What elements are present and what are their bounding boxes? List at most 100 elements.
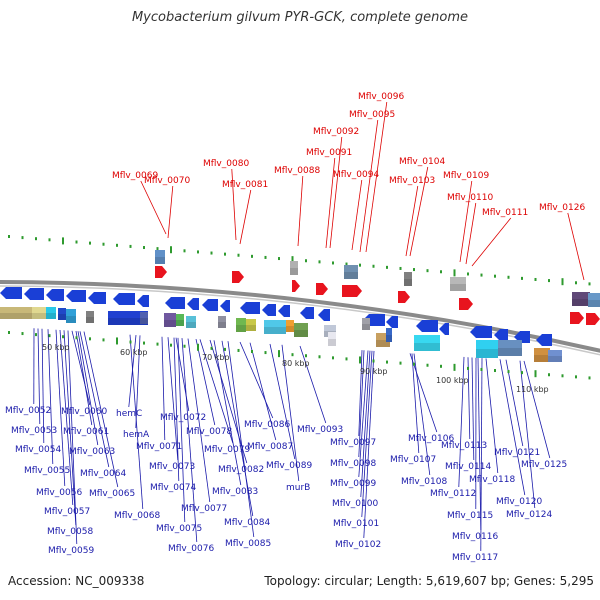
bottom-gene-label: Mflv_0102 [335, 540, 381, 550]
reverse-gene-arrow [240, 302, 260, 314]
scale-tick [156, 342, 159, 346]
scale-tick [102, 242, 105, 246]
gene-feature-block [66, 309, 76, 323]
scale-tick [210, 346, 213, 350]
bottom-label-leader [195, 338, 216, 426]
scale-tick [224, 252, 226, 256]
scale-tick [291, 353, 294, 357]
gene-feature-block [86, 311, 94, 323]
top-label-leader [351, 179, 363, 251]
bottom-label-leader [221, 340, 254, 517]
bottom-label-leader [77, 331, 99, 446]
gene-feature-block [548, 350, 562, 362]
bottom-gene-label: Mflv_0064 [80, 469, 126, 479]
forward-gene-arrow [570, 312, 584, 324]
scale-tick [75, 240, 78, 244]
scale-tick [332, 356, 334, 360]
bottom-gene-label: Mflv_0121 [494, 448, 540, 458]
top-label-leader [359, 119, 379, 253]
bottom-gene-label: Mflv_0068 [114, 511, 160, 521]
bottom-label-leader [79, 331, 110, 468]
gene-feature-shade [290, 268, 298, 275]
bottom-label-leader [361, 350, 373, 518]
bottom-gene-label: Mflv_0053 [11, 426, 57, 436]
gene-feature-shade [376, 340, 390, 347]
top-gene-label: Mflv_0103 [389, 176, 435, 186]
reverse-gene-arrow [0, 287, 22, 299]
gene-feature-block [186, 316, 196, 328]
scale-tick [305, 354, 307, 358]
bottom-gene-label: Mflv_0058 [47, 527, 93, 537]
bottom-label-leader [499, 359, 526, 496]
gene-feature-shade [140, 318, 148, 324]
top-label-leader [405, 185, 419, 257]
reverse-gene-arrow [187, 298, 199, 310]
gene-feature-shade [164, 320, 176, 327]
forward-gene-arrow [316, 283, 328, 295]
reverse-gene-arrow [416, 320, 438, 332]
bottom-label-leader [47, 329, 54, 465]
reverse-gene-arrow [137, 295, 149, 307]
reverse-gene-arrow [113, 293, 135, 305]
gene-feature-shade [294, 330, 308, 337]
topology-text: Topology: circular; Length: 5,619,607 bp… [264, 574, 594, 588]
scale-tick [8, 235, 10, 238]
bottom-label-leader [213, 340, 242, 486]
scale-tick [291, 256, 294, 264]
bottom-label-leader [209, 339, 248, 464]
top-label-leader [167, 185, 174, 239]
bottom-gene-label: Mflv_0100 [332, 499, 378, 509]
bottom-label-leader [523, 360, 551, 459]
bottom-gene-label: Mflv_0075 [156, 524, 202, 534]
scale-tick [332, 261, 334, 265]
top-gene-label: Mflv_0070 [144, 176, 190, 186]
scale-label: 90 kbp [360, 367, 388, 376]
scale-label: 80 kbp [282, 359, 310, 368]
scale-tick [507, 370, 510, 374]
scale-tick [35, 333, 37, 337]
bottom-label-leader [37, 328, 41, 425]
scale-tick [426, 363, 429, 367]
bottom-label-leader [409, 353, 438, 433]
bottom-label-leader [480, 358, 483, 552]
scale-label: 70 kbp [202, 353, 230, 362]
scale-tick [399, 266, 402, 270]
bottom-label-leader [477, 357, 482, 531]
bottom-label-leader [269, 343, 296, 460]
scale-tick [305, 259, 307, 263]
gene-labels: 50 kbp 60 kbp 70 kbp 80 kbp 90 kbp 100 kbp 110… [5, 92, 585, 563]
gene-feature-block [218, 316, 226, 328]
bottom-label-leader [239, 341, 274, 419]
bottom-gene-label: Mflv_0114 [445, 462, 491, 472]
scale-tick [359, 356, 361, 364]
gene-feature-shade [414, 343, 440, 351]
gene-feature-shade [236, 325, 246, 332]
bottom-gene-label: hemC [116, 409, 142, 419]
scale-tick [453, 269, 456, 277]
bottom-gene-label: Mflv_0106 [408, 434, 454, 444]
bottom-label-leader [471, 357, 475, 461]
scale-tick [318, 355, 321, 359]
scale-tick [48, 238, 51, 242]
bottom-label-leader [413, 353, 431, 476]
gene-feature-shade [264, 327, 286, 334]
gene-feature-block [344, 265, 358, 279]
scale-tick [372, 359, 375, 363]
bottom-gene-label: Mflv_0077 [181, 504, 227, 514]
gene-feature-shade [534, 355, 550, 362]
bottom-gene-label: Mflv_0063 [69, 447, 115, 457]
reverse-gene-arrow [494, 329, 508, 341]
bottom-gene-label: Mflv_0099 [330, 479, 376, 489]
bottom-gene-label: Mflv_0065 [89, 489, 135, 499]
scale-tick [116, 243, 118, 247]
scale-tick [8, 331, 10, 334]
bottom-gene-label: Mflv_0089 [266, 461, 312, 471]
top-label-leader [459, 180, 473, 263]
map-title: Mycobacterium gilvum PYR-GCK, complete g… [131, 10, 469, 25]
gene-feature-shade [588, 300, 600, 307]
gene-feature-shade [362, 324, 370, 330]
bottom-label-leader [63, 330, 77, 526]
top-gene-label: Mflv_0110 [447, 193, 493, 203]
bottom-label-leader [187, 338, 211, 503]
bottom-label-leader [173, 337, 180, 482]
